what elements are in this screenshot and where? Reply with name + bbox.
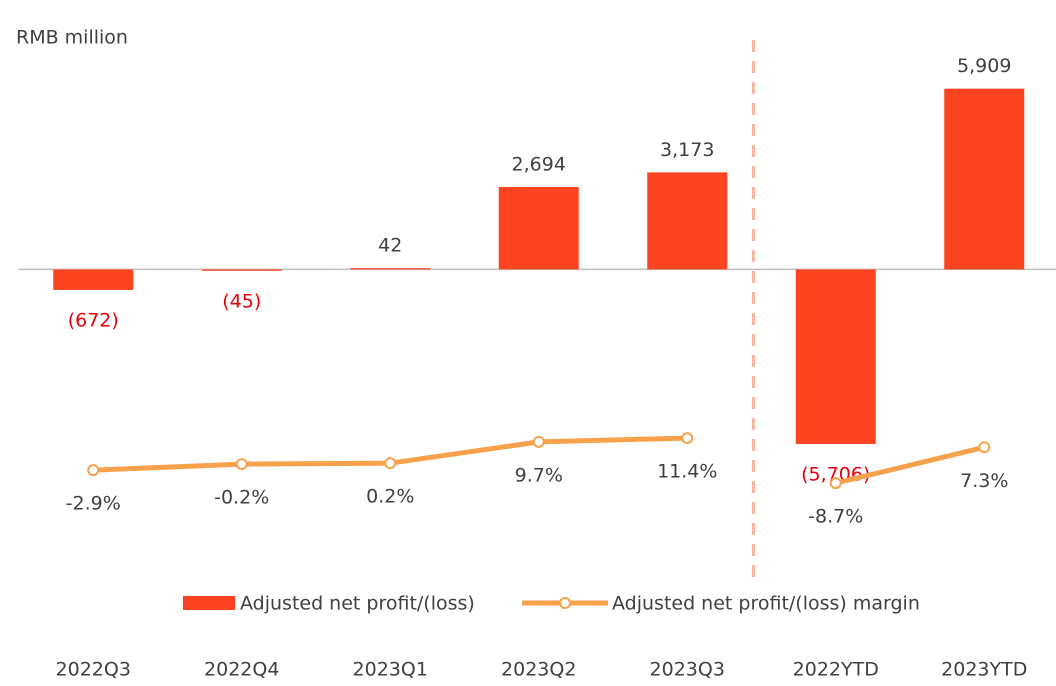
legend-marker	[559, 597, 571, 609]
line-marker	[978, 441, 991, 454]
bar	[498, 187, 579, 270]
bar-value-label: 5,909	[957, 55, 1011, 77]
line-value-label: -8.7%	[808, 506, 863, 528]
line-value-label: -0.2%	[214, 487, 269, 509]
bar	[53, 269, 134, 290]
x-tick-label: 2022Q3	[56, 659, 131, 681]
bar-value-label: (45)	[222, 290, 261, 312]
x-tick-label: 2022YTD	[793, 659, 879, 681]
legend-label: Adjusted net profit/(loss)	[240, 593, 475, 615]
bar-value-label: 3,173	[660, 139, 714, 161]
bar-value-label: (672)	[68, 309, 119, 331]
x-tick-label: 2022Q4	[204, 659, 279, 681]
bar-value-label: 2,694	[512, 154, 566, 176]
axis-label: RMB million	[16, 27, 128, 49]
line-marker	[532, 435, 545, 448]
legend-label: Adjusted net profit/(loss) margin	[612, 593, 920, 615]
bar	[944, 88, 1025, 270]
line-marker	[829, 477, 842, 490]
bar	[201, 269, 282, 271]
x-tick-label: 2023Q3	[650, 659, 725, 681]
x-tick-label: 2023Q1	[353, 659, 428, 681]
legend-swatch	[183, 596, 235, 610]
line-marker	[87, 464, 100, 477]
bar	[795, 269, 876, 444]
line-marker	[235, 458, 248, 471]
line-marker	[384, 457, 397, 470]
line-value-label: 9.7%	[515, 464, 563, 486]
bar	[647, 172, 728, 270]
line-value-label: 7.3%	[960, 470, 1008, 492]
x-tick-label: 2023Q2	[501, 659, 576, 681]
line-value-label: 0.2%	[366, 486, 414, 508]
bar-value-label: 42	[378, 235, 402, 257]
x-tick-label: 2023YTD	[941, 659, 1027, 681]
line-marker	[681, 432, 694, 445]
line-value-label: 11.4%	[657, 461, 717, 483]
bar	[350, 268, 431, 270]
line-value-label: -2.9%	[66, 493, 121, 515]
